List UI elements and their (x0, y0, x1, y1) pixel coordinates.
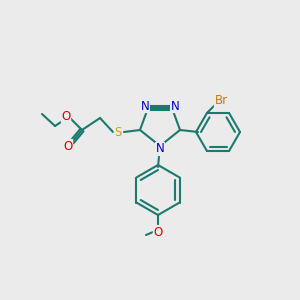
Text: N: N (156, 142, 164, 155)
Text: S: S (114, 125, 122, 139)
Text: Br: Br (214, 94, 228, 107)
Text: O: O (63, 140, 73, 152)
Text: N: N (171, 100, 179, 112)
Text: O: O (61, 110, 70, 122)
Text: O: O (153, 226, 163, 238)
Text: N: N (141, 100, 149, 112)
